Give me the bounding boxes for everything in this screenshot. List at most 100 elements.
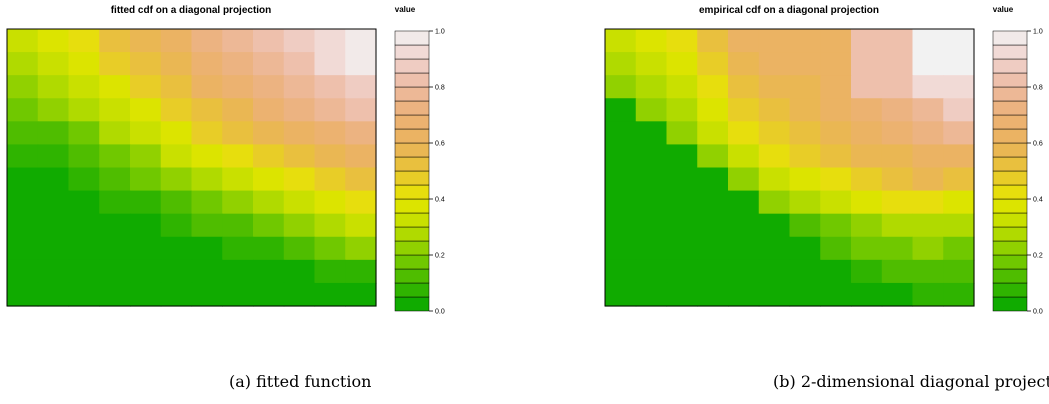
legend-tick-label: 0.2 bbox=[1033, 253, 1043, 260]
heatmap-cell bbox=[697, 98, 729, 122]
heatmap-cell bbox=[697, 236, 729, 261]
heatmap-cell bbox=[728, 236, 760, 261]
heatmap-cell bbox=[728, 259, 760, 284]
heatmap-cell bbox=[37, 144, 70, 169]
heatmap-cell bbox=[851, 52, 883, 76]
heatmap-cell bbox=[758, 190, 791, 215]
legend-band bbox=[394, 44, 430, 60]
heatmap-cell bbox=[912, 190, 944, 215]
heatmap-cell bbox=[697, 213, 729, 238]
heatmap-cell bbox=[99, 121, 131, 146]
heatmap-cell bbox=[912, 259, 944, 284]
heatmap-cell bbox=[191, 29, 223, 53]
heatmap-cell bbox=[222, 52, 254, 76]
legend-band bbox=[394, 212, 430, 228]
heatmap-cell bbox=[283, 52, 316, 76]
heatmap-cell bbox=[68, 259, 100, 284]
panel-a: fitted cdf on a diagonal projection valu… bbox=[0, 0, 500, 320]
heatmap-cell bbox=[789, 167, 821, 192]
legend-band bbox=[992, 268, 1028, 284]
heatmap-cell bbox=[605, 259, 637, 284]
heatmap-cell bbox=[222, 213, 254, 238]
heatmap-cell bbox=[345, 144, 377, 169]
heatmap-cell bbox=[758, 236, 791, 261]
heatmap-cell bbox=[881, 121, 914, 146]
heatmap-cell bbox=[943, 121, 975, 146]
heatmap-cell bbox=[943, 29, 975, 53]
legend-band bbox=[992, 100, 1028, 116]
heatmap-cell bbox=[789, 236, 821, 261]
heatmap-cell bbox=[160, 213, 193, 238]
heatmap-cell bbox=[728, 144, 760, 169]
heatmap-cell bbox=[130, 259, 162, 284]
caption-a: (a) fitted function bbox=[229, 372, 372, 391]
heatmap-cell bbox=[666, 98, 698, 122]
heatmap-cell bbox=[728, 167, 760, 192]
legend-band bbox=[992, 282, 1028, 298]
heatmap-cell bbox=[635, 144, 668, 169]
heatmap-cell bbox=[253, 52, 285, 76]
heatmap-cell bbox=[851, 121, 883, 146]
heatmap-cell bbox=[635, 190, 668, 215]
heatmap-cell bbox=[789, 52, 821, 76]
heatmap-cell bbox=[789, 75, 821, 99]
heatmap-cell bbox=[314, 98, 346, 122]
heatmap-cell bbox=[99, 52, 131, 76]
heatmap-cell bbox=[37, 52, 70, 76]
heatmap-cell bbox=[253, 282, 285, 307]
heatmap-cell bbox=[851, 236, 883, 261]
heatmap-cell bbox=[881, 144, 914, 169]
heatmap-cell bbox=[881, 52, 914, 76]
heatmap-cell bbox=[283, 282, 316, 307]
heatmap-cell bbox=[943, 236, 975, 261]
heatmap-cell bbox=[758, 121, 791, 146]
heatmap-cell bbox=[820, 167, 852, 192]
heatmap-cell bbox=[191, 259, 223, 284]
heatmap-cell bbox=[283, 98, 316, 122]
legend-band bbox=[394, 156, 430, 172]
legend-band bbox=[394, 198, 430, 214]
heatmap-cell bbox=[758, 259, 791, 284]
heatmap-cell bbox=[635, 236, 668, 261]
heatmap-cell bbox=[728, 190, 760, 215]
heatmap-cell bbox=[7, 75, 39, 99]
heatmap-cell bbox=[789, 144, 821, 169]
heatmap-cell bbox=[758, 144, 791, 169]
heatmap-cell bbox=[666, 75, 698, 99]
heatmap-cell bbox=[160, 236, 193, 261]
heatmap-cell bbox=[851, 259, 883, 284]
heatmap-cell bbox=[666, 29, 698, 53]
heatmap-cell bbox=[820, 190, 852, 215]
heatmap-cell bbox=[68, 190, 100, 215]
heatmap-cell bbox=[99, 259, 131, 284]
heatmap-cell bbox=[191, 167, 223, 192]
heatmap-cell bbox=[666, 190, 698, 215]
heatmap-cell bbox=[130, 75, 162, 99]
heatmap-cell bbox=[666, 236, 698, 261]
heatmap-cell bbox=[851, 213, 883, 238]
heatmap-cell bbox=[314, 282, 346, 307]
heatmap-cell bbox=[314, 167, 346, 192]
heatmap-cell bbox=[7, 213, 39, 238]
heatmap-cell bbox=[943, 167, 975, 192]
heatmap-cell bbox=[697, 167, 729, 192]
heatmap-cell bbox=[605, 144, 637, 169]
heatmap-cell bbox=[820, 236, 852, 261]
heatmap-cell bbox=[728, 282, 760, 307]
heatmap-cell bbox=[789, 213, 821, 238]
legend-band bbox=[394, 296, 430, 312]
legend-band bbox=[394, 72, 430, 88]
heatmap-cell bbox=[789, 259, 821, 284]
heatmap-cell bbox=[881, 282, 914, 307]
heatmap-cell bbox=[789, 190, 821, 215]
legend-tick-label: 0.0 bbox=[435, 309, 445, 316]
heatmap-cell bbox=[912, 98, 944, 122]
heatmap-cell bbox=[253, 190, 285, 215]
legend-band bbox=[394, 282, 430, 298]
heatmap-cell bbox=[912, 121, 944, 146]
heatmap-cell bbox=[820, 52, 852, 76]
heatmap-cell bbox=[99, 75, 131, 99]
heatmap-cell bbox=[912, 144, 944, 169]
heatmap-cell bbox=[68, 75, 100, 99]
heatmap-cell bbox=[160, 121, 193, 146]
